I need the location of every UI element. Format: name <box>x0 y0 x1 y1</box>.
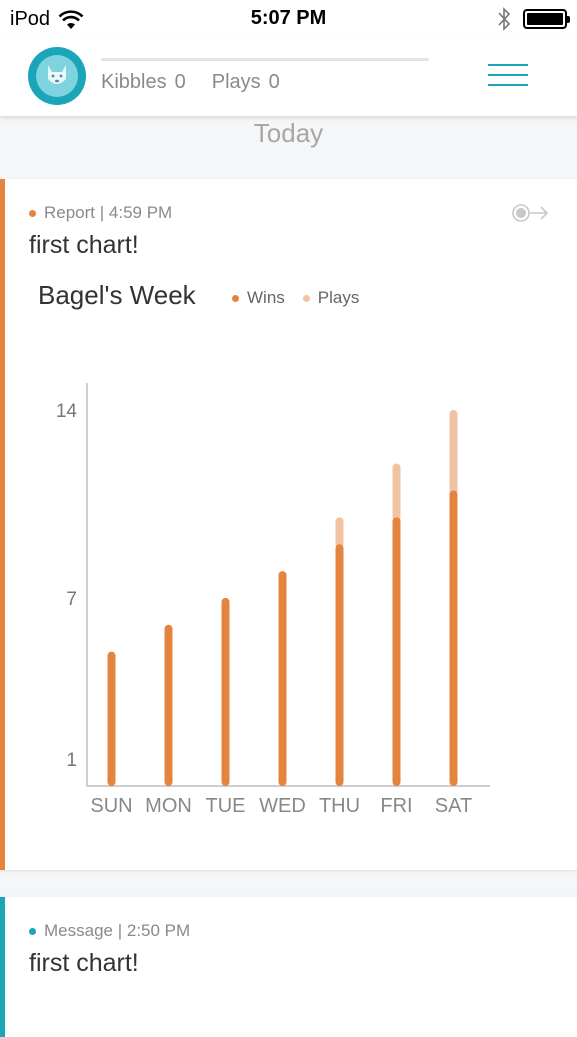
bar-plays-sat <box>449 409 458 495</box>
bar-plays-thu <box>335 517 344 549</box>
message-dot <box>29 927 36 935</box>
kibbles-stat: Kibbles 0 <box>101 71 186 94</box>
report-card[interactable]: Report | 4:59 PM first chart! Bagel's We… <box>0 179 577 870</box>
status-bar: iPod 5:07 PM <box>0 0 577 38</box>
legend-label-wins: Wins <box>247 288 285 307</box>
message-title: first chart! <box>29 949 139 977</box>
report-type-label: Report <box>44 203 96 222</box>
report-time: 4:59 PM <box>108 203 173 222</box>
x-tick-label: TUE <box>206 795 246 817</box>
kibbles-label: Kibbles <box>101 71 167 93</box>
legend-swatch-wins <box>232 294 239 302</box>
message-meta: Message | 2:50 PM <box>29 921 190 941</box>
report-meta: Report | 4:59 PM <box>29 203 172 223</box>
avatar[interactable] <box>28 47 86 105</box>
message-type-label: Message <box>44 921 113 940</box>
bar-wins-tue <box>221 597 230 786</box>
x-tick-label: FRI <box>380 795 412 817</box>
x-tick-label: SAT <box>435 795 472 817</box>
kibbles-value: 0 <box>174 71 186 93</box>
chart-title: Bagel's Week <box>38 280 196 310</box>
x-tick-label: WED <box>259 795 306 817</box>
bar-wins-sun <box>107 651 116 786</box>
x-tick-label: SUN <box>90 795 132 817</box>
message-time: 2:50 PM <box>126 921 191 940</box>
legend-swatch-plays <box>302 294 310 302</box>
bar-wins-wed <box>278 571 287 786</box>
app-header: Kibbles 0 Plays 0 <box>0 38 577 116</box>
legend-item-plays: Plays <box>302 288 360 308</box>
dog-face-icon <box>36 55 78 97</box>
y-tick-label: 1 <box>66 750 77 771</box>
plays-stat: Plays 0 <box>212 71 280 94</box>
x-tick-label: MON <box>145 795 192 817</box>
carrier-label: iPod <box>10 8 51 30</box>
plays-label: Plays <box>211 71 261 93</box>
bar-chart: 1 7 14 SUN MON TUE WED THU FRI SAT <box>56 383 490 817</box>
y-tick-label: 14 <box>56 401 78 422</box>
bar-wins-mon <box>164 624 173 786</box>
message-card[interactable]: Message | 2:50 PM first chart! <box>0 897 577 1037</box>
bar-wins-sat <box>449 490 458 786</box>
hamburger-menu-icon[interactable] <box>488 64 528 88</box>
plays-value: 0 <box>268 71 280 93</box>
y-tick-label: 7 <box>66 589 77 610</box>
date-heading: Today <box>253 118 324 148</box>
bar-plays-fri <box>392 463 401 522</box>
report-dot <box>29 209 36 217</box>
chart-legend: Wins Plays <box>232 288 359 308</box>
share-icon[interactable] <box>511 201 551 225</box>
x-tick-label: THU <box>319 795 360 817</box>
stats-row: Kibbles 0 Plays 0 <box>101 71 280 94</box>
bar-wins-fri <box>392 517 401 786</box>
bluetooth-icon <box>498 7 511 31</box>
legend-label-plays: Plays <box>317 288 360 307</box>
battery-icon <box>523 9 570 29</box>
wifi-icon <box>58 9 84 29</box>
bar-wins-thu <box>335 544 344 786</box>
status-time: 5:07 PM <box>250 7 327 29</box>
legend-item-wins: Wins <box>232 288 285 308</box>
report-title: first chart! <box>29 231 139 259</box>
progress-track <box>101 58 429 61</box>
